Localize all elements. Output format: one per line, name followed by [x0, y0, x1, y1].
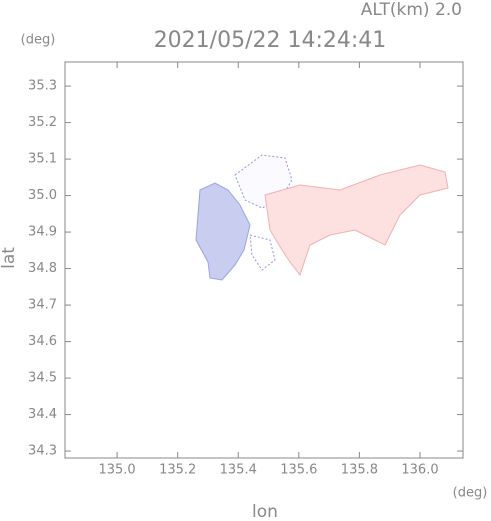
- plot-frame: [64, 61, 464, 459]
- y-tick-label: 34.5: [28, 371, 57, 386]
- y-tick-label: 34.3: [28, 444, 57, 459]
- x-axis-label: lon: [252, 502, 278, 521]
- altitude-label: ALT(km) 2.0: [361, 0, 462, 20]
- y-tick-label: 34.9: [28, 225, 57, 240]
- y-tick-label: 35.0: [28, 188, 57, 203]
- y-axis-label: lat: [0, 247, 19, 269]
- chart-title: 2021/05/22 14:24:41: [154, 28, 387, 53]
- y-tick-label: 34.7: [28, 298, 57, 313]
- y-tick-label: 34.4: [28, 407, 57, 422]
- x-tick-label: 136.0: [401, 463, 438, 478]
- x-tick-label: 135.4: [220, 463, 257, 478]
- y-tick-label: 34.8: [28, 261, 57, 276]
- y-tick-label: 34.6: [28, 334, 57, 349]
- y-tick-label: 35.1: [28, 152, 57, 167]
- x-tick-label: 135.8: [341, 463, 378, 478]
- x-tick-label: 135.0: [98, 463, 135, 478]
- y-tick-label: 35.3: [28, 79, 57, 94]
- x-tick-label: 135.2: [159, 463, 196, 478]
- x-unit: (deg): [453, 486, 488, 501]
- x-tick-label: 135.6: [280, 463, 317, 478]
- echo-field: [195, 154, 449, 281]
- y-tick-label: 35.2: [28, 115, 57, 130]
- y-unit: (deg): [21, 33, 56, 48]
